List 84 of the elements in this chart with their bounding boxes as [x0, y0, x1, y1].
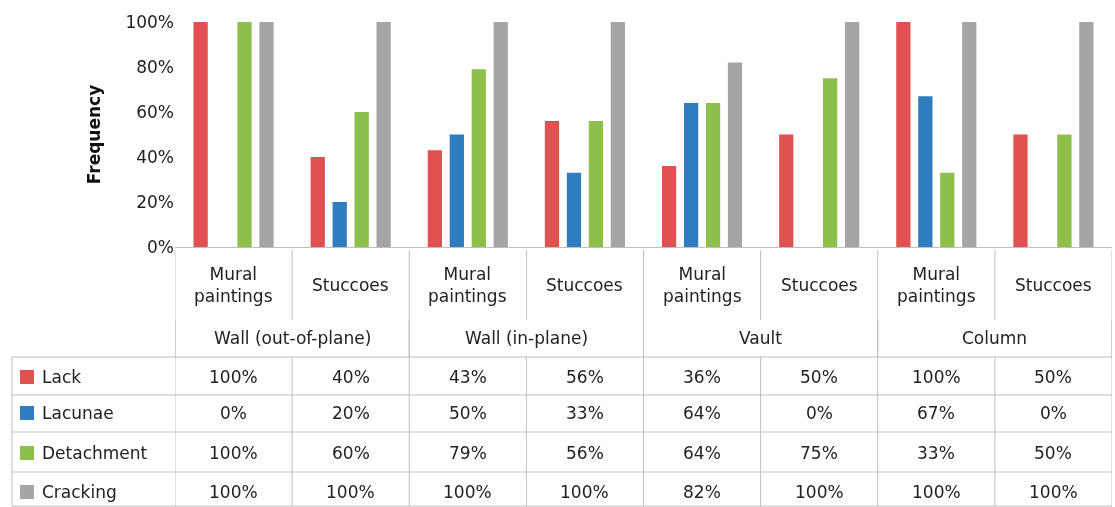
text: Wall (in-plane) — [465, 328, 589, 348]
bar — [1079, 22, 1094, 247]
bar — [727, 62, 743, 247]
data-label: 100% — [326, 482, 375, 502]
data-label: 67% — [917, 403, 955, 423]
data-label: 50% — [449, 403, 487, 423]
bar — [823, 78, 838, 247]
data-label: 64% — [683, 403, 721, 423]
bar — [544, 121, 560, 247]
bar — [896, 22, 911, 247]
bar — [918, 96, 933, 247]
y-axis-title: Frequency — [83, 84, 104, 185]
data-label: 100% — [560, 482, 609, 502]
bar — [193, 22, 208, 247]
y-tick-label: 100% — [125, 11, 174, 32]
data-label: 50% — [800, 367, 838, 387]
bar — [376, 22, 391, 247]
bar — [962, 22, 977, 247]
data-label: 43% — [449, 367, 487, 387]
bar — [471, 69, 486, 247]
x-tick-label: Mural paintings — [663, 264, 742, 307]
bar — [844, 22, 860, 247]
legend-label: Cracking — [42, 482, 117, 502]
data-label: 20% — [332, 403, 370, 423]
data-label: 0% — [806, 403, 833, 423]
bar — [779, 134, 794, 247]
y-tick-label: 0% — [147, 236, 174, 257]
data-label: 33% — [566, 403, 604, 423]
bar — [427, 150, 443, 247]
data-label: 82% — [683, 482, 721, 502]
legend-label: Detachment — [42, 443, 148, 463]
bar — [1057, 134, 1072, 247]
y-tick-label: 80% — [136, 56, 174, 77]
text: Column — [962, 328, 1028, 348]
y-tick-label: 60% — [136, 101, 174, 122]
x-tick-label: Stuccoes — [781, 275, 858, 295]
y-tick-label: 20% — [136, 191, 174, 212]
bar — [237, 22, 252, 247]
data-label: 50% — [1034, 367, 1072, 387]
data-label: 40% — [332, 367, 370, 387]
bar — [588, 121, 604, 247]
bar — [1013, 134, 1028, 247]
x-tick-label: Mural paintings — [428, 264, 507, 307]
bar — [310, 157, 325, 247]
data-label: 100% — [795, 482, 844, 502]
data-label: 33% — [917, 443, 955, 463]
data-label: 100% — [912, 482, 961, 502]
x-tick-label: Mural paintings — [194, 264, 273, 307]
legend-label: Lack — [42, 367, 82, 387]
data-label: 100% — [912, 367, 961, 387]
bar — [332, 202, 347, 247]
text: Wall (out-of-plane) — [214, 328, 372, 348]
bar — [610, 22, 626, 247]
data-label: 100% — [209, 443, 258, 463]
bar — [449, 134, 464, 247]
x-tick-label: Stuccoes — [1015, 275, 1092, 295]
bar — [259, 22, 274, 247]
data-label: 56% — [566, 367, 604, 387]
x-tick-label: Mural paintings — [897, 264, 976, 307]
legend-label: Lacunae — [42, 403, 114, 423]
data-label: 75% — [800, 443, 838, 463]
data-label: 100% — [209, 482, 258, 502]
x-tick-label: Stuccoes — [312, 275, 389, 295]
bar — [705, 103, 721, 247]
data-label: 64% — [683, 443, 721, 463]
text: Vault — [739, 328, 783, 348]
bar — [493, 22, 508, 247]
data-label: 100% — [209, 367, 258, 387]
data-label: 60% — [332, 443, 370, 463]
data-label: 79% — [449, 443, 487, 463]
bar — [683, 103, 699, 247]
bar — [940, 172, 955, 247]
data-label: 0% — [220, 403, 247, 423]
data-label: 50% — [1034, 443, 1072, 463]
data-label: 100% — [1029, 482, 1078, 502]
bar — [661, 166, 677, 247]
x-tick-label: Stuccoes — [546, 275, 623, 295]
bar — [566, 172, 582, 247]
data-label: 100% — [443, 482, 492, 502]
y-tick-label: 40% — [136, 146, 174, 167]
data-label: 36% — [683, 367, 721, 387]
bar — [354, 112, 369, 247]
data-label: 56% — [566, 443, 604, 463]
data-label: 0% — [1040, 403, 1067, 423]
